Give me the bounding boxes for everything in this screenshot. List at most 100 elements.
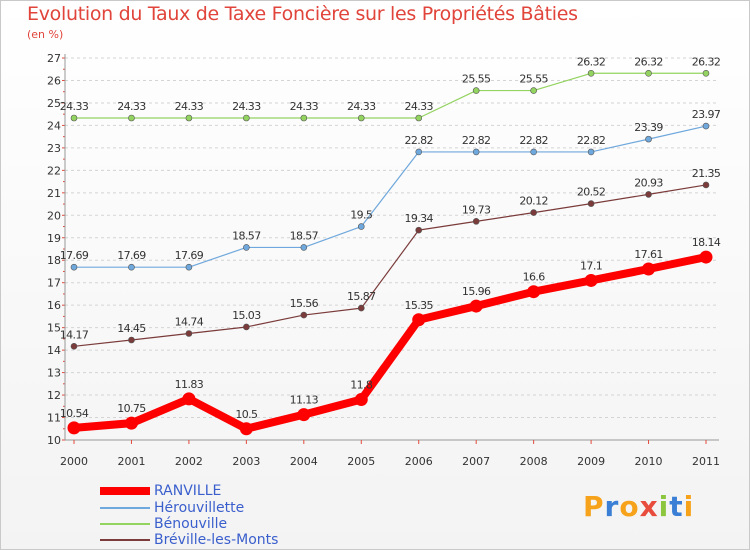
data-label: 22.82	[519, 134, 548, 147]
data-label: 20.52	[577, 186, 606, 199]
logo-letter: i	[658, 490, 670, 523]
data-point	[645, 69, 652, 77]
data-label: 26.32	[577, 55, 606, 68]
data-point	[415, 114, 423, 122]
chart-subtitle: (en %)	[27, 28, 64, 41]
data-label: 17.61	[634, 248, 663, 261]
data-point	[70, 114, 78, 122]
x-tick-label: 2002	[175, 455, 203, 468]
data-point	[128, 336, 135, 344]
data-label: 10.5	[235, 408, 258, 421]
legend-swatch	[100, 539, 150, 541]
x-tick-label: 2001	[117, 455, 145, 468]
data-label: 14.74	[175, 315, 204, 328]
data-point	[472, 148, 480, 156]
data-point	[530, 209, 537, 216]
data-point	[357, 223, 365, 230]
data-point	[297, 408, 311, 422]
data-point	[124, 416, 138, 430]
data-point	[645, 191, 652, 198]
data-point	[530, 87, 537, 94]
y-tick-label: 18	[47, 254, 61, 267]
data-point	[702, 181, 710, 189]
series-line-herouvillette	[73, 125, 707, 268]
legend-item: Bréville-les-Monts	[100, 532, 278, 548]
data-label: 17.69	[175, 249, 204, 262]
data-point	[70, 263, 78, 271]
data-point	[300, 311, 308, 319]
data-point	[527, 285, 541, 299]
x-tick-label: 2009	[577, 455, 605, 468]
logo-letter: r	[604, 490, 620, 523]
data-label: 22.82	[462, 134, 491, 147]
data-label: 24.33	[60, 100, 89, 113]
data-label: 20.93	[634, 176, 663, 189]
data-label: 19.73	[462, 203, 491, 216]
x-tick-label: 2007	[462, 455, 490, 468]
data-label: 10.54	[60, 407, 89, 420]
x-tick-label: 2004	[290, 455, 318, 468]
x-tick-label: 2008	[520, 455, 548, 468]
data-label: 24.33	[117, 100, 146, 113]
data-label: 11.8	[350, 379, 373, 392]
data-label: 17.69	[117, 249, 146, 262]
data-point	[185, 330, 193, 337]
y-tick-label: 10	[47, 434, 61, 447]
legend-swatch	[100, 487, 150, 495]
data-label: 14.17	[60, 328, 89, 341]
data-label: 18.57	[290, 229, 319, 242]
data-point	[243, 244, 250, 251]
data-point	[357, 304, 365, 312]
data-point	[587, 69, 595, 77]
data-point	[239, 422, 253, 436]
y-tick-label: 22	[47, 164, 61, 177]
logo-letter: x	[639, 490, 659, 523]
data-point	[587, 148, 595, 156]
data-point	[70, 342, 78, 350]
series-line-breville-les-monts	[73, 184, 707, 347]
data-point	[415, 226, 423, 234]
data-point	[642, 262, 656, 276]
data-label: 11.83	[175, 378, 204, 391]
y-tick-label: 24	[47, 119, 61, 132]
y-tick-label: 20	[47, 209, 61, 222]
x-tick-label: 2011	[692, 455, 720, 468]
data-label: 23.97	[692, 108, 721, 121]
data-point	[702, 69, 710, 77]
data-point	[412, 313, 426, 327]
data-label: 18.57	[232, 229, 261, 242]
legend-item: Hérouvillette	[100, 500, 244, 516]
data-label: 15.56	[290, 297, 319, 310]
data-label: 20.12	[519, 195, 548, 208]
legend-label: Hérouvillette	[154, 500, 245, 516]
legend-swatch	[100, 507, 150, 509]
series-line-ranville	[70, 253, 710, 433]
data-label: 17.69	[60, 249, 89, 262]
x-tick-label: 2006	[405, 455, 433, 468]
x-tick-label: 2005	[347, 455, 375, 468]
legend-item: Bénouville	[100, 516, 227, 532]
y-tick-label: 21	[47, 187, 61, 200]
y-tick-label: 27	[47, 52, 61, 65]
logo-letter: i	[683, 490, 695, 523]
y-tick-label: 14	[47, 344, 61, 357]
data-point	[415, 148, 423, 156]
data-point	[67, 421, 81, 435]
data-point	[472, 87, 480, 94]
proxiti-logo: Proxiti	[583, 490, 694, 523]
logo-letter: P	[583, 490, 605, 523]
series-lines	[67, 69, 713, 436]
chart-title: Evolution du Taux de Taxe Foncière sur l…	[27, 3, 578, 25]
data-label: 24.33	[232, 100, 261, 113]
data-point	[472, 218, 480, 225]
data-point	[243, 323, 250, 331]
data-label: 26.32	[634, 55, 663, 68]
data-label: 21.35	[692, 167, 721, 180]
legend-item: RANVILLE	[100, 483, 221, 499]
legend-swatch	[100, 523, 150, 525]
data-label: 22.82	[404, 134, 433, 147]
data-point	[469, 299, 483, 313]
x-tick-label: 2000	[60, 455, 88, 468]
data-point	[354, 393, 368, 407]
